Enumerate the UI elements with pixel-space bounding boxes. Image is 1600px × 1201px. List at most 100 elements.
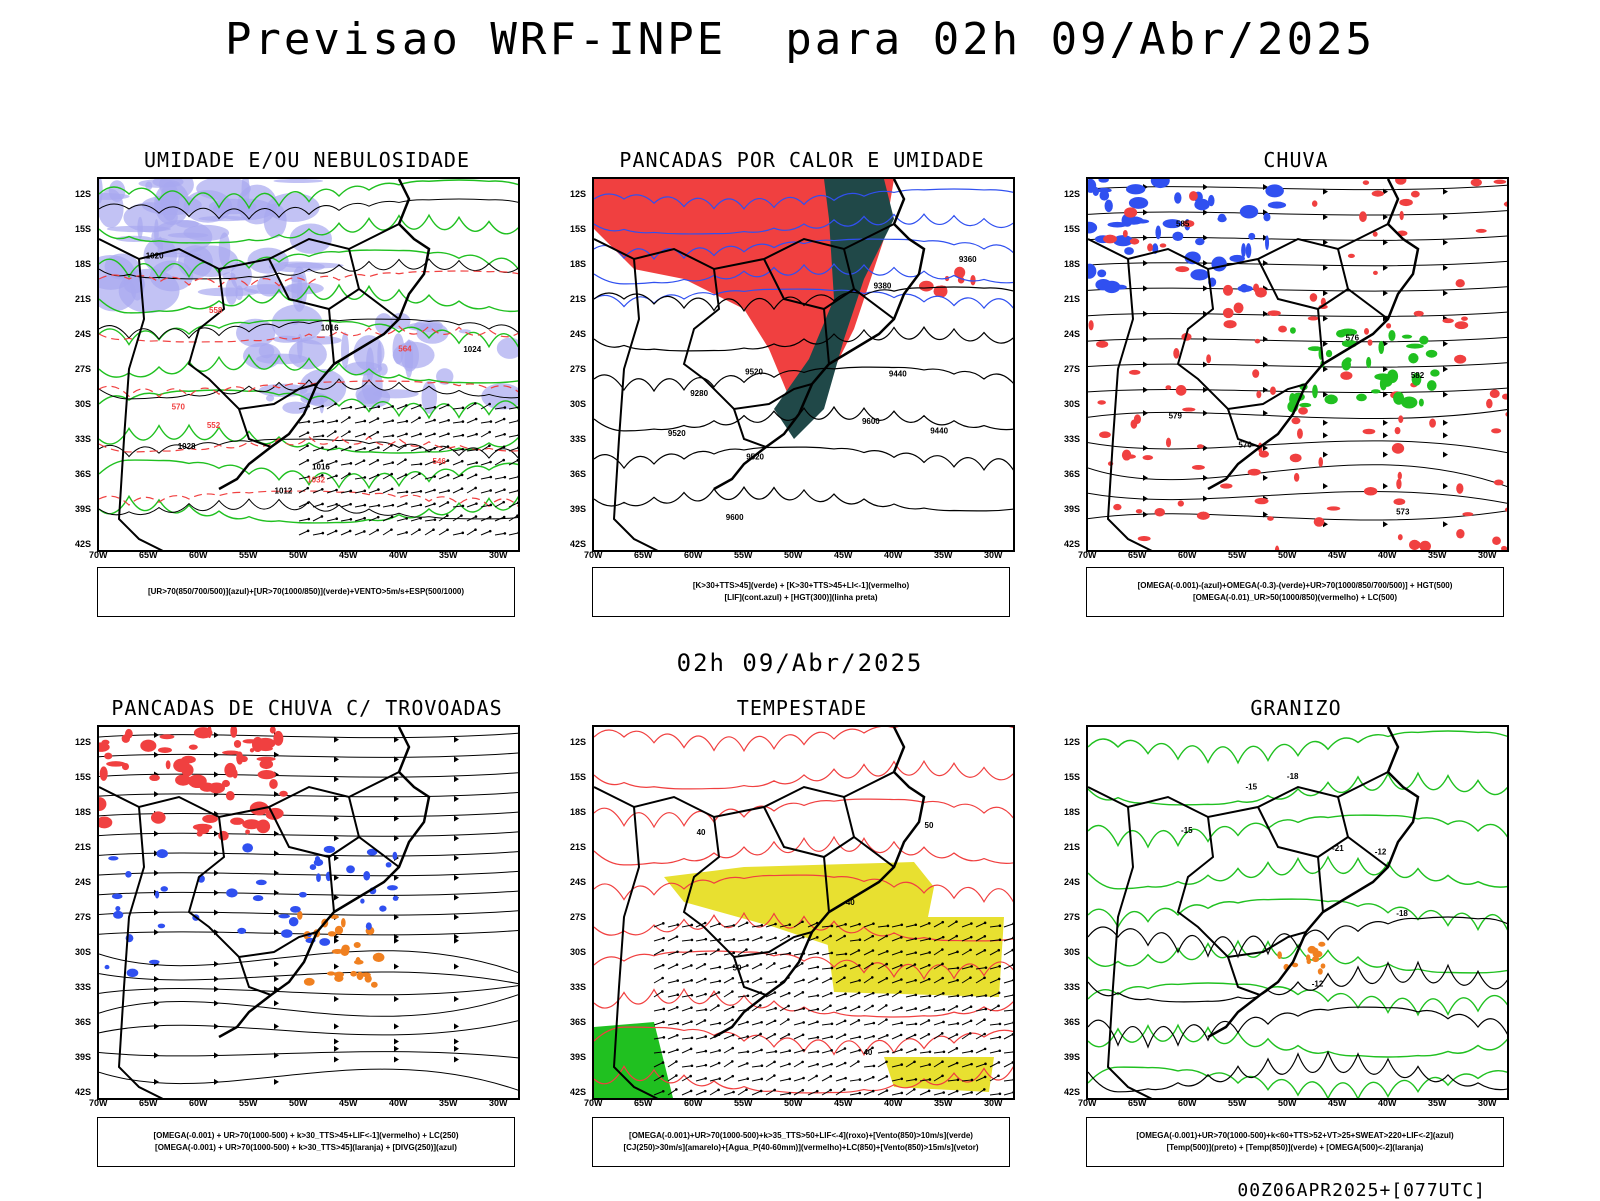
latitude-label: 21S <box>75 294 92 304</box>
latitude-label: 15S <box>1064 224 1081 234</box>
latitude-label: 15S <box>570 224 587 234</box>
latitude-label: 12S <box>1064 189 1081 199</box>
latitude-label: 18S <box>75 259 92 269</box>
contour-label: -15 <box>1181 826 1193 835</box>
longitude-label: 55W <box>734 550 753 560</box>
latitude-label: 39S <box>1064 1052 1081 1062</box>
chuva-map-graphic: 585 582 579 576 573 570 <box>1088 179 1507 550</box>
latitude-label: 42S <box>75 539 92 549</box>
legend-line: [OMEGA(-0.001) + UR>70(1000-500) + k>30_… <box>155 1143 457 1152</box>
latitude-label: 21S <box>1064 842 1081 852</box>
contour-label: 9600 <box>726 513 744 522</box>
contour-label: 9520 <box>668 429 686 438</box>
pancadas-calor-map: 9600 9600 9520 9520 9440 9380 9280 9360 9440 9520 <box>592 177 1015 552</box>
latitude-label: 30S <box>75 947 92 957</box>
latitude-label: 24S <box>75 329 92 339</box>
latitude-label: 39S <box>570 1052 587 1062</box>
contour-label: 40 <box>697 828 706 837</box>
contour-label: 558 <box>209 306 223 315</box>
latitude-label: 15S <box>570 772 587 782</box>
contour-label: -18 <box>1396 909 1408 918</box>
contour-label: 9520 <box>746 452 764 461</box>
longitude-label: 50W <box>289 1098 308 1108</box>
longitude-label: 40W <box>389 1098 408 1108</box>
latitude-label: 30S <box>1064 947 1081 957</box>
latitude-label: 15S <box>75 772 92 782</box>
legend-line: [OMEGA(-0.01)_UR>50(1000/850)(vermelho) … <box>1192 593 1398 602</box>
latitude-label: 30S <box>75 399 92 409</box>
longitude-label: 70W <box>584 1098 603 1108</box>
longitude-label: 55W <box>239 1098 258 1108</box>
latitude-label: 30S <box>570 399 587 409</box>
contour-label: 9360 <box>959 255 977 264</box>
contour-label: 546 <box>432 457 446 466</box>
latitude-label: 36S <box>570 1017 587 1027</box>
latitude-label: 33S <box>75 982 92 992</box>
longitude-label: 35W <box>934 550 953 560</box>
pancadas-calor-panel-title: PANCADAS POR CALOR E UMIDADE <box>619 148 985 172</box>
latitude-label: 30S <box>1064 399 1081 409</box>
contour-label: 1028 <box>178 442 196 451</box>
longitude-label: 45W <box>834 1098 853 1108</box>
longitude-label: 40W <box>389 550 408 560</box>
longitude-label: 30W <box>489 550 508 560</box>
tempestade-map-graphic: 50 40 40 50 40 <box>594 727 1013 1098</box>
legend-line: [OMEGA(-0.001)+UR>70(1000-500)+k<60+TTS>… <box>1136 1131 1454 1140</box>
latitude-label: 24S <box>1064 877 1081 887</box>
contour-label: -12 <box>1312 979 1324 988</box>
longitude-label: 65W <box>634 1098 653 1108</box>
latitude-label: 36S <box>75 469 92 479</box>
contour-label: 576 <box>1346 333 1360 342</box>
longitude-label: 30W <box>1478 550 1497 560</box>
latitude-label: 39S <box>570 504 587 514</box>
legend-line: [OMEGA(-0.001)+UR>70(1000-500)+k>35_TTS>… <box>629 1131 973 1140</box>
contour-label: 582 <box>1411 371 1425 380</box>
longitude-label: 70W <box>1078 1098 1097 1108</box>
legend-line: [K>30+TTS>45](verde) + [K>30+TTS>45+LI<-… <box>692 581 910 590</box>
granizo-map-graphic: -12 -15 -18 -21 -12 -15 -18 <box>1088 727 1507 1098</box>
longitude-label: 30W <box>1478 1098 1497 1108</box>
longitude-label: 50W <box>1278 1098 1297 1108</box>
legend-line: [UR>70(850/700/500)](azul)+[UR>70(1000/8… <box>147 587 465 596</box>
longitude-label: 55W <box>1228 1098 1247 1108</box>
contour-label: 585 <box>1176 220 1190 229</box>
longitude-label: 50W <box>784 1098 803 1108</box>
pancadas-trovoadas-map <box>97 725 520 1100</box>
longitude-label: 35W <box>1428 1098 1447 1108</box>
longitude-label: 50W <box>784 550 803 560</box>
granizo-map: -12 -15 -18 -21 -12 -15 -18 <box>1086 725 1509 1100</box>
tempestade-panel-title: TEMPESTADE <box>736 696 868 720</box>
pancadas-trovoadas-legend: [OMEGA(-0.001) + UR>70(1000-500) + k>30_… <box>97 1117 515 1167</box>
longitude-label: 55W <box>1228 550 1247 560</box>
longitude-label: 65W <box>139 550 158 560</box>
latitude-label: 42S <box>1064 1087 1081 1097</box>
latitude-label: 36S <box>570 469 587 479</box>
longitude-label: 70W <box>584 550 603 560</box>
longitude-label: 65W <box>1128 550 1147 560</box>
legend-line: [Temp(500)](preto) + [Temp(850)](verde) … <box>1166 1143 1424 1152</box>
run-stamp: 00Z06APR2025+[077UTC] <box>1237 1180 1486 1201</box>
contour-label: 1032 <box>307 476 325 485</box>
longitude-label: 60W <box>189 1098 208 1108</box>
latitude-label: 33S <box>570 982 587 992</box>
longitude-label: 55W <box>734 1098 753 1108</box>
latitude-label: 27S <box>75 364 92 374</box>
contour-label: 50 <box>733 963 742 972</box>
latitude-label: 39S <box>1064 504 1081 514</box>
latitude-label: 33S <box>1064 434 1081 444</box>
longitude-label: 35W <box>934 1098 953 1108</box>
umidade-legend: [UR>70(850/700/500)](azul)+[UR>70(1000/8… <box>97 567 515 617</box>
longitude-label: 60W <box>684 550 703 560</box>
contour-label: -15 <box>1245 782 1257 791</box>
latitude-label: 27S <box>75 912 92 922</box>
latitude-label: 18S <box>1064 259 1081 269</box>
contour-label: 9440 <box>889 370 907 379</box>
latitude-label: 27S <box>570 364 587 374</box>
latitude-label: 24S <box>1064 329 1081 339</box>
latitude-label: 15S <box>75 224 92 234</box>
latitude-label: 33S <box>570 434 587 444</box>
contour-label: 570 <box>172 402 186 411</box>
latitude-label: 18S <box>1064 807 1081 817</box>
longitude-label: 35W <box>1428 550 1447 560</box>
longitude-label: 45W <box>1328 1098 1347 1108</box>
